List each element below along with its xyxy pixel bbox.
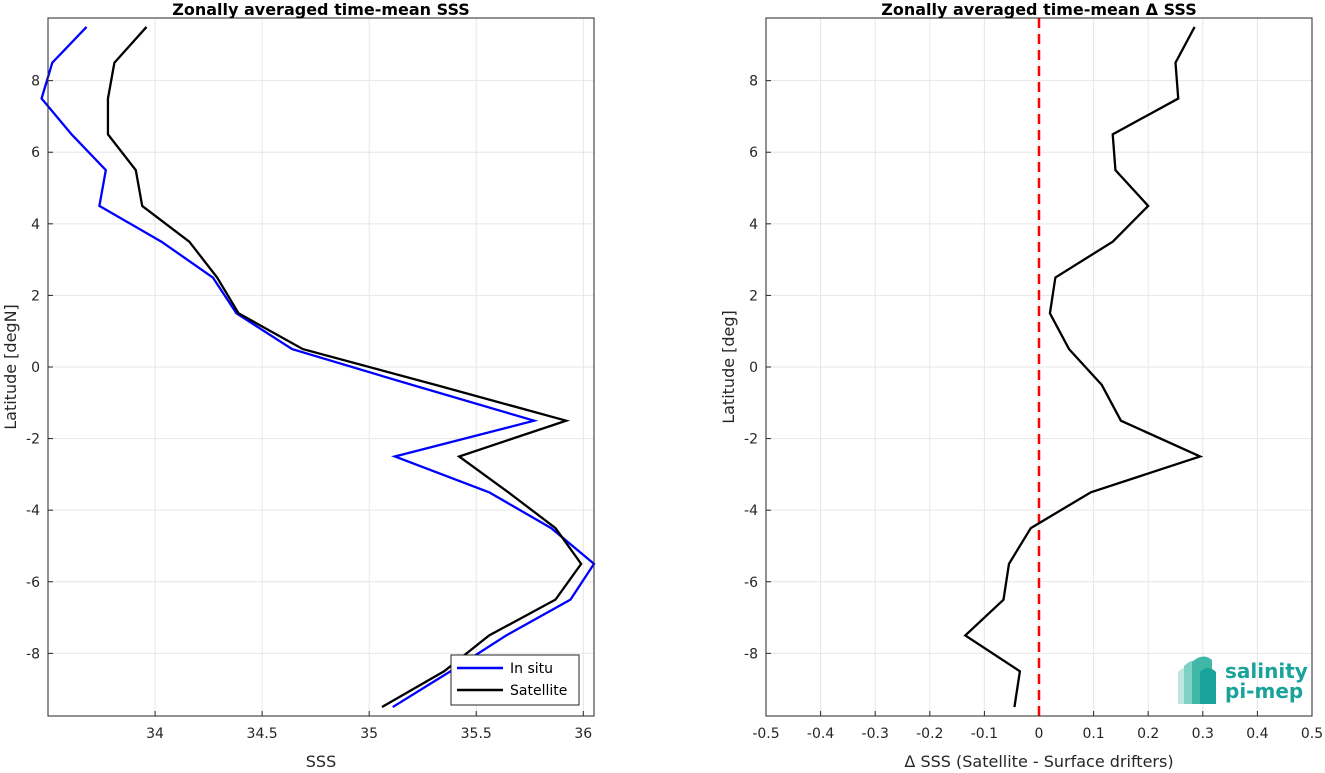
salinity-pimep-logo: salinity pi-mep (1178, 656, 1308, 704)
delta-sss-axes-box (765, 17, 1313, 717)
delta-sss-xtick-label: 0.2 (1137, 726, 1159, 742)
delta-sss-ytick-label: 0 (749, 360, 758, 376)
delta-sss-series-line-delta (963, 26, 1204, 708)
sss-ytick-label: 2 (31, 288, 40, 304)
delta-sss-lines (963, 18, 1204, 716)
sss-title: Zonally averaged time-mean SSS (172, 0, 470, 19)
legend-label-satellite: Satellite (510, 683, 567, 699)
sss-ytick-label: -8 (26, 646, 40, 662)
sss-xtick-label: 34 (146, 726, 164, 742)
delta-sss-ytick-label: 8 (749, 74, 758, 90)
sss-lines (40, 26, 596, 709)
sss-ytick-label: 6 (31, 145, 40, 161)
sss-xlabel: SSS (306, 752, 336, 769)
delta-sss-ytick-label: 4 (749, 217, 758, 233)
sss-ytick-label: -6 (26, 575, 40, 591)
delta-sss-ytick-label: -4 (744, 503, 758, 519)
delta-sss-xtick-label: -0.3 (862, 726, 889, 742)
delta-sss-ytick-label: -8 (744, 646, 758, 662)
sss-axes-box (47, 17, 595, 717)
delta-sss-title: Zonally averaged time-mean Δ SSS (881, 0, 1197, 19)
logo-text-pimep: pi-mep (1225, 679, 1303, 703)
delta-sss-xtick-label: 0.1 (1082, 726, 1104, 742)
sss-panel: 34 34.5 35 35.5 36 -8 -6 -4 -2 0 2 4 6 8 Zonally aver… (1, 0, 596, 771)
sss-ytick-label: 8 (31, 74, 40, 90)
delta-sss-xtick-label: 0.5 (1301, 726, 1323, 742)
sss-ticks: 34 34.5 35 35.5 36 -8 -6 -4 -2 0 2 4 6 8 (26, 74, 592, 742)
delta-sss-xlabel: Δ SSS (Satellite - Surface drifters) (904, 752, 1173, 769)
logo-wave-icon (1178, 656, 1216, 704)
delta-sss-xtick-label: -0.5 (752, 726, 779, 742)
delta-sss-xtick-label: -0.1 (971, 726, 998, 742)
sss-xtick-label: 35.5 (461, 726, 492, 742)
delta-sss-panel: -0.5 -0.4 -0.3 -0.2 -0.1 0 0.1 0.2 0.3 0.4 0.5 -8 -6… (719, 0, 1323, 771)
sss-ylabel: Latitude [degN] (1, 304, 20, 430)
sss-series-line-in-situ (40, 26, 596, 709)
delta-sss-xtick-label: 0 (1035, 726, 1044, 742)
delta-sss-xtick-label: 0.4 (1246, 726, 1268, 742)
sss-ytick-label: -4 (26, 503, 40, 519)
delta-sss-ytick-label: 2 (749, 288, 758, 304)
delta-sss-ytick-label: 6 (749, 145, 758, 161)
sss-xtick-label: 35 (360, 726, 378, 742)
delta-sss-xtick-label: 0.3 (1192, 726, 1214, 742)
legend-box (450, 654, 580, 706)
delta-sss-ytick-label: -6 (744, 575, 758, 591)
delta-sss-ytick-label: -2 (744, 432, 758, 448)
delta-sss-xtick-label: -0.4 (807, 726, 834, 742)
sss-xtick-label: 36 (574, 726, 592, 742)
delta-sss-ylabel: Latitude [deg] (719, 310, 738, 424)
logo-text-salinity: salinity (1225, 659, 1308, 683)
sss-legend: In situ Satellite (450, 654, 580, 706)
sss-ytick-label: -2 (26, 432, 40, 448)
legend-label-in-situ: In situ (510, 661, 553, 677)
delta-sss-xtick-label: -0.2 (916, 726, 943, 742)
sss-series-line-satellite (106, 26, 583, 709)
sss-ytick-label: 4 (31, 217, 40, 233)
sss-xtick-label: 34.5 (247, 726, 278, 742)
sss-ytick-label: 0 (31, 360, 40, 376)
delta-sss-ticks: -0.5 -0.4 -0.3 -0.2 -0.1 0 0.1 0.2 0.3 0.4 0.5 -8 -6… (744, 74, 1323, 742)
